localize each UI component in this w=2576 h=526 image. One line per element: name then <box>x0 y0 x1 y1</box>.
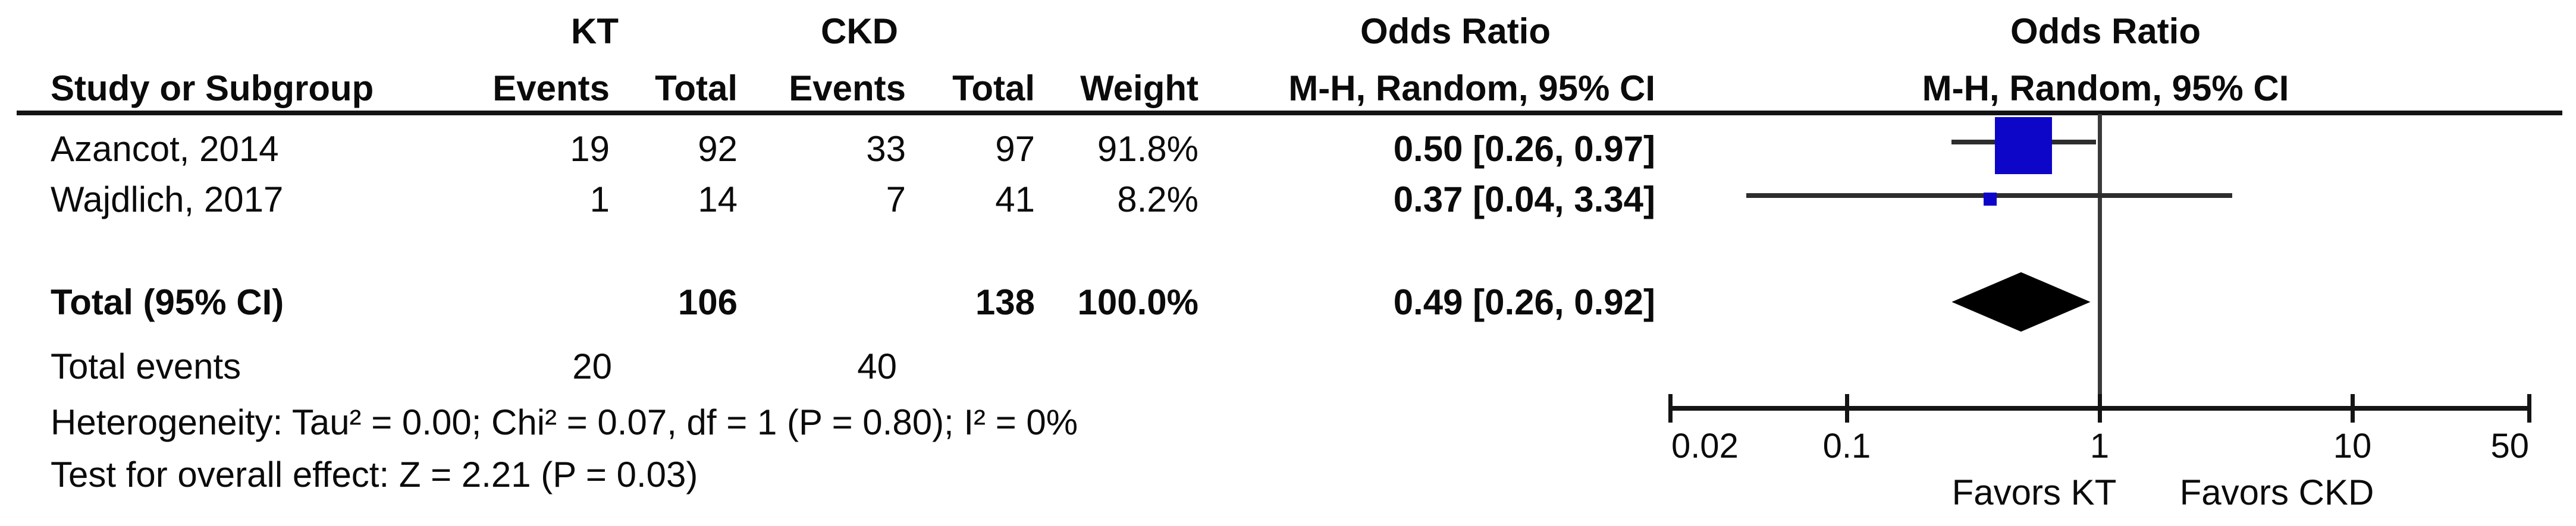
kt-total-value: 92 <box>698 129 738 169</box>
col-header-ckd-total: Total <box>952 68 1035 108</box>
null-effect-line <box>2098 114 2102 411</box>
study-point-square <box>1984 193 1997 206</box>
axis-tick-label: 1 <box>2089 427 2110 465</box>
favors-left-label: Favors KT <box>1951 473 2117 512</box>
col-header-study: Study or Subgroup <box>51 68 374 108</box>
weight-value: 8.2% <box>1117 179 1198 219</box>
col-header-ckd-events: Events <box>789 68 906 108</box>
axis-tick <box>2527 394 2532 423</box>
study-point-square <box>1995 117 2053 174</box>
kt-events-value: 19 <box>570 129 610 169</box>
kt-events-value: 1 <box>589 179 610 219</box>
kt-total-value: 14 <box>698 179 738 219</box>
axis-tick-label: 50 <box>2490 427 2530 465</box>
overall-effect-text: Test for overall effect: Z = 2.21 (P = 0… <box>51 455 698 494</box>
axis-tick <box>2098 394 2102 423</box>
col-header-kt-events: Events <box>492 68 610 108</box>
total-ckd-total: 138 <box>975 282 1035 322</box>
col-header-mh-ci-text: M-H, Random, 95% CI <box>1288 68 1655 108</box>
total-weight: 100.0% <box>1077 282 1199 322</box>
ckd-events-value: 7 <box>886 179 906 219</box>
total-events-kt: 20 <box>572 347 612 386</box>
study-label: Wajdlich, 2017 <box>51 179 284 219</box>
col-header-kt-total: Total <box>655 68 738 108</box>
header-rule <box>17 111 2562 115</box>
axis-tick <box>1845 394 1849 423</box>
total-label: Total (95% CI) <box>51 282 284 322</box>
total-events-label: Total events <box>51 347 241 386</box>
axis-tick <box>1668 394 1673 423</box>
col-header-weight: Weight <box>1080 68 1198 108</box>
total-diamond <box>1951 272 2091 332</box>
heterogeneity-text: Heterogeneity: Tau² = 0.00; Chi² = 0.07,… <box>51 402 1078 442</box>
group-header-kt: KT <box>571 11 619 51</box>
total-kt-total: 106 <box>677 282 738 322</box>
axis-tick-label: 10 <box>2333 427 2372 465</box>
total-events-ckd: 40 <box>857 347 897 386</box>
axis-tick-label: 0.1 <box>1822 427 1871 465</box>
weight-value: 91.8% <box>1097 129 1198 169</box>
ckd-total-value: 97 <box>995 129 1035 169</box>
col-header-mh-ci-plot: M-H, Random, 95% CI <box>1922 68 2289 108</box>
or-ci-value: 0.50 [0.26, 0.97] <box>1393 129 1655 169</box>
group-header-odds-ratio-text: Odds Ratio <box>1360 11 1551 51</box>
group-header-odds-ratio-plot: Odds Ratio <box>2010 11 2201 51</box>
axis-tick-label: 0.02 <box>1671 427 1739 465</box>
group-header-ckd: CKD <box>821 11 898 51</box>
favors-right-label: Favors CKD <box>2179 473 2374 512</box>
ckd-total-value: 41 <box>995 179 1035 219</box>
axis-tick <box>2351 394 2355 423</box>
or-ci-value: 0.37 [0.04, 3.34] <box>1393 179 1655 219</box>
ckd-events-value: 33 <box>866 129 906 169</box>
study-label: Azancot, 2014 <box>51 129 279 169</box>
total-or-ci: 0.49 [0.26, 0.92] <box>1393 282 1655 322</box>
